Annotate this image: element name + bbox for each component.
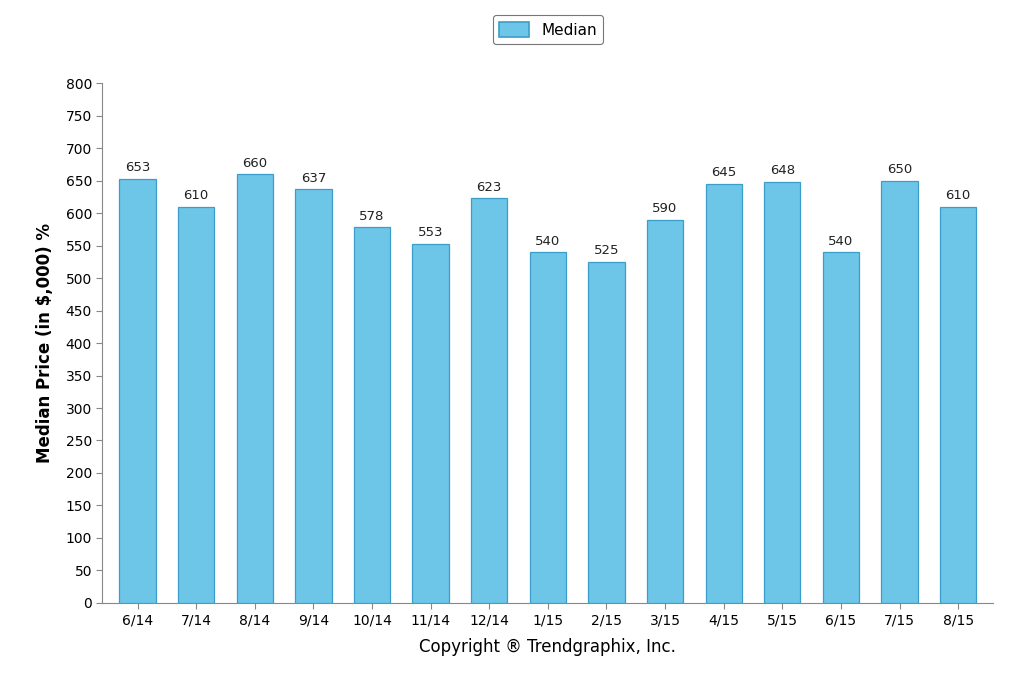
Bar	[706, 184, 741, 603]
Text: 650: 650	[887, 163, 912, 176]
Text: 540: 540	[536, 234, 560, 247]
Text: 540: 540	[828, 234, 854, 247]
Bar	[940, 207, 976, 603]
Bar	[237, 174, 273, 603]
Y-axis label: Median Price (in $,000) %: Median Price (in $,000) %	[37, 223, 54, 463]
Text: 660: 660	[243, 157, 267, 170]
Text: 590: 590	[652, 202, 678, 215]
X-axis label: Copyright ® Trendgraphix, Inc.: Copyright ® Trendgraphix, Inc.	[420, 638, 676, 656]
Bar	[529, 252, 566, 603]
Text: 610: 610	[945, 189, 971, 202]
Text: 553: 553	[418, 226, 443, 239]
Bar	[471, 198, 508, 603]
Bar	[647, 220, 683, 603]
Text: 645: 645	[711, 166, 736, 179]
Bar	[295, 189, 332, 603]
Text: 525: 525	[594, 244, 620, 257]
Bar	[354, 227, 390, 603]
Bar	[764, 182, 801, 603]
Text: 578: 578	[359, 210, 385, 223]
Text: 637: 637	[301, 171, 326, 184]
Text: 610: 610	[183, 189, 209, 202]
Bar	[120, 179, 156, 603]
Bar	[882, 181, 918, 603]
Bar	[822, 252, 859, 603]
Bar	[413, 244, 449, 603]
Bar	[178, 207, 214, 603]
Text: 623: 623	[476, 181, 502, 193]
Legend: Median: Median	[493, 15, 603, 44]
Bar	[588, 262, 625, 603]
Text: 648: 648	[770, 164, 795, 177]
Text: 653: 653	[125, 161, 151, 174]
